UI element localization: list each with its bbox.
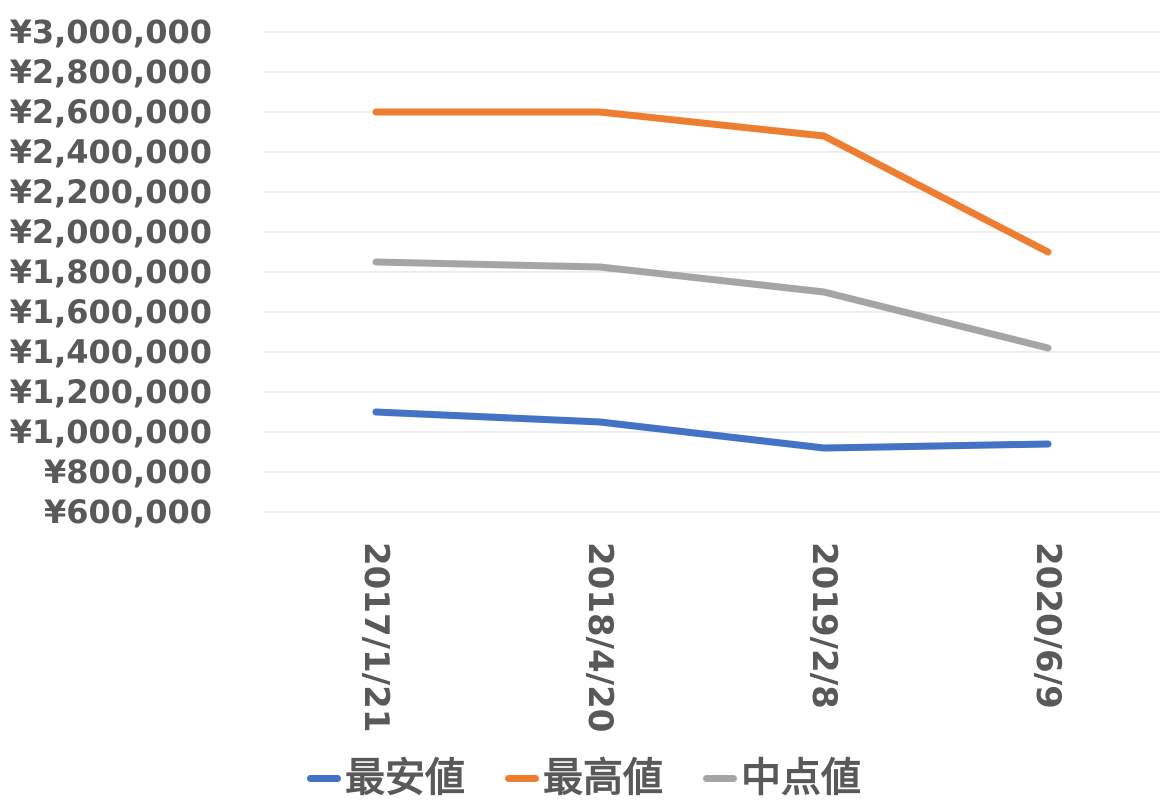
line-chart: ¥600,000¥800,000¥1,000,000¥1,200,000¥1,4… bbox=[10, 13, 1160, 732]
legend-label-lowest: 最安値 bbox=[345, 755, 465, 801]
legend: 最安値 最高値 中点値 bbox=[0, 748, 1168, 808]
series-line-1 bbox=[372, 108, 1052, 256]
y-tick-label: ¥3,000,000 bbox=[10, 13, 212, 51]
legend-item-highest: 最高値 bbox=[505, 758, 663, 798]
legend-item-midpoint: 中点値 bbox=[703, 758, 861, 798]
y-tick-label: ¥1,600,000 bbox=[10, 293, 212, 331]
x-tick-label: 2018/4/20 bbox=[580, 542, 620, 732]
y-tick-label: ¥1,000,000 bbox=[10, 413, 212, 451]
y-axis-tick-labels: ¥600,000¥800,000¥1,000,000¥1,200,000¥1,4… bbox=[10, 13, 212, 531]
y-tick-label: ¥1,200,000 bbox=[10, 373, 212, 411]
y-tick-label: ¥1,400,000 bbox=[10, 333, 212, 371]
x-tick-label: 2020/6/9 bbox=[1028, 542, 1068, 709]
legend-label-midpoint: 中点値 bbox=[741, 755, 861, 801]
gridlines bbox=[264, 31, 1160, 513]
y-tick-label: ¥2,600,000 bbox=[10, 93, 212, 131]
series-lines bbox=[372, 108, 1052, 452]
legend-item-lowest: 最安値 bbox=[307, 758, 465, 798]
x-tick-label: 2017/1/21 bbox=[356, 542, 396, 732]
y-tick-label: ¥2,000,000 bbox=[10, 213, 212, 251]
y-tick-label: ¥600,000 bbox=[44, 493, 212, 531]
legend-swatch-lowest bbox=[307, 774, 341, 782]
y-tick-label: ¥2,200,000 bbox=[10, 173, 212, 211]
y-tick-label: ¥2,800,000 bbox=[10, 53, 212, 91]
y-tick-label: ¥1,800,000 bbox=[10, 253, 212, 291]
series-line-0 bbox=[372, 408, 1052, 452]
legend-label-highest: 最高値 bbox=[543, 755, 663, 801]
legend-swatch-midpoint bbox=[703, 774, 737, 782]
y-tick-label: ¥800,000 bbox=[44, 453, 212, 491]
series-line-2 bbox=[372, 258, 1052, 352]
x-axis-tick-labels: 2017/1/21 2018/4/20 2019/2/8 2020/6/9 bbox=[356, 542, 1068, 732]
y-tick-label: ¥2,400,000 bbox=[10, 133, 212, 171]
x-tick-label: 2019/2/8 bbox=[804, 542, 844, 709]
legend-swatch-highest bbox=[505, 774, 539, 782]
